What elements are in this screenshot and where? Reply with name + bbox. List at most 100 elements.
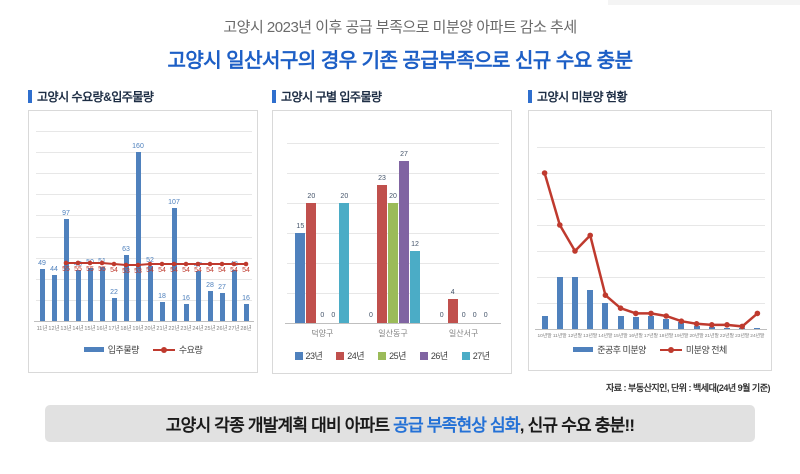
chart-title-unsold: 고양시 미분양 현황 bbox=[537, 89, 628, 104]
legend-bar-swatch-icon bbox=[83, 347, 104, 352]
grid-line bbox=[287, 143, 499, 144]
line-point bbox=[587, 232, 593, 239]
x-axis-label: 16년 bbox=[96, 326, 108, 332]
grid-line bbox=[287, 173, 499, 174]
line-point bbox=[724, 322, 730, 328]
x-axis-label: 15년 bbox=[84, 326, 96, 332]
bar-value-label: 4 bbox=[450, 289, 455, 296]
legend-item: 27년 bbox=[461, 349, 490, 362]
x-axis-label: 27년 bbox=[228, 326, 240, 332]
bar bbox=[410, 251, 420, 323]
slide-subtitle: 고양시 일산서구의 경우 기존 공급부족으로 신규 수요 충분 bbox=[167, 50, 634, 72]
bar-value-label: 20 bbox=[389, 193, 397, 200]
banner-suffix: , 신규 수요 충분!! bbox=[519, 416, 635, 435]
banner-prefix: 고양시 각종 개발계획 대비 아파트 bbox=[165, 416, 394, 435]
legend-line-swatch-icon bbox=[152, 346, 175, 353]
x-axis-label: 12년 bbox=[48, 326, 60, 332]
line-point bbox=[183, 261, 189, 267]
bar bbox=[678, 321, 685, 329]
line-value-label: 54 bbox=[182, 267, 190, 274]
legend-label: 입주물량 bbox=[107, 345, 140, 355]
x-axis-label: 21년말 bbox=[704, 334, 719, 339]
line-point bbox=[739, 323, 745, 330]
x-axis-label: 14년말 bbox=[598, 334, 613, 339]
line-value-label: 54 bbox=[230, 267, 238, 274]
grid-line bbox=[537, 251, 765, 252]
bar bbox=[295, 233, 306, 323]
line-point bbox=[159, 261, 165, 267]
bar-value-label: 97 bbox=[62, 209, 70, 217]
legend-swatch-icon bbox=[294, 351, 303, 360]
x-axis-label: 21년 bbox=[156, 326, 168, 332]
bar-value-label: 0 bbox=[439, 312, 444, 319]
x-axis-line bbox=[285, 323, 501, 324]
bar-value-label: 18 bbox=[158, 293, 166, 300]
top-decor-strip bbox=[608, 0, 800, 5]
bar bbox=[51, 274, 57, 321]
x-axis-label: 13년말 bbox=[583, 334, 598, 339]
legend-line-swatch-icon bbox=[659, 346, 682, 353]
bar bbox=[195, 271, 201, 321]
x-axis-label: 23년 bbox=[180, 326, 192, 332]
bar bbox=[219, 292, 225, 321]
bar-value-label: 20 bbox=[340, 193, 349, 200]
bar bbox=[39, 269, 45, 321]
grid-line bbox=[537, 277, 765, 278]
line-point bbox=[693, 321, 700, 327]
bar bbox=[183, 304, 189, 321]
panel-unsold: 고양시 미분양 현황 10년말 11년말 12년말 13년말 14년말 15년말 16년말 1… bbox=[528, 88, 772, 371]
line-point bbox=[195, 261, 201, 267]
bar-value-label: 0 bbox=[331, 312, 336, 319]
x-axis-label: 18년말 bbox=[659, 334, 674, 339]
bar-value-label: 63 bbox=[122, 245, 130, 253]
grid-line bbox=[36, 152, 252, 154]
line-point bbox=[231, 261, 237, 267]
bar bbox=[377, 185, 387, 323]
grid-line bbox=[537, 199, 765, 200]
line-value-label: 54 bbox=[242, 267, 250, 274]
line-point bbox=[219, 261, 225, 267]
bar-value-label: 27 bbox=[400, 151, 408, 158]
bar-value-label: 23 bbox=[378, 175, 386, 182]
legend-label: 26년 bbox=[430, 351, 448, 361]
legend-item: 미분양 전체 bbox=[659, 343, 727, 356]
x-axis-label: 10년말 bbox=[537, 334, 552, 339]
bar bbox=[123, 254, 129, 321]
grid-line bbox=[36, 131, 252, 132]
x-axis-label: 20년 bbox=[144, 326, 156, 332]
legend-label: 27년 bbox=[472, 351, 490, 361]
bar-value-label: 49 bbox=[38, 260, 46, 268]
x-axis-label: 24년 bbox=[192, 326, 204, 332]
line-value-label: 53 bbox=[134, 268, 142, 276]
bar-value-label: 0 bbox=[483, 312, 488, 319]
bar bbox=[243, 304, 249, 321]
line-point bbox=[111, 261, 117, 267]
banner-text: 고양시 각종 개발계획 대비 아파트 공급 부족현상 심화, 신규 수요 충분!… bbox=[165, 411, 635, 436]
bar bbox=[63, 218, 69, 321]
bar-value-label: 0 bbox=[472, 312, 477, 319]
line-value-label: 54 bbox=[206, 267, 214, 274]
x-axis-line bbox=[34, 321, 254, 322]
grid-line bbox=[537, 225, 765, 226]
line-point bbox=[123, 262, 129, 268]
x-axis-label: 22년말 bbox=[719, 334, 735, 339]
chart-legend: 준공후 미분양 미분양 전체 bbox=[529, 343, 771, 356]
header-accent-bar-icon bbox=[528, 89, 532, 103]
bar bbox=[231, 270, 237, 321]
bar bbox=[587, 290, 594, 329]
bar bbox=[159, 302, 165, 321]
line-point bbox=[99, 260, 105, 266]
bar-value-label: 28 bbox=[206, 282, 214, 290]
chart-legend: 23년 24년 25년 26년 27년 bbox=[273, 349, 511, 362]
bar bbox=[306, 203, 317, 323]
x-axis-label: 13년 bbox=[60, 326, 72, 332]
legend-swatch-icon bbox=[461, 351, 470, 360]
banner-highlight: 공급 부족현상 심화 bbox=[393, 416, 520, 435]
line-point bbox=[135, 262, 141, 268]
bar bbox=[99, 267, 105, 321]
bar bbox=[617, 316, 624, 329]
legend-bar-swatch-icon bbox=[573, 347, 594, 352]
x-axis-label: 17년말 bbox=[643, 334, 659, 339]
legend-label: 23년 bbox=[305, 351, 323, 361]
legend-item: 준공후 미분양 bbox=[573, 343, 646, 356]
